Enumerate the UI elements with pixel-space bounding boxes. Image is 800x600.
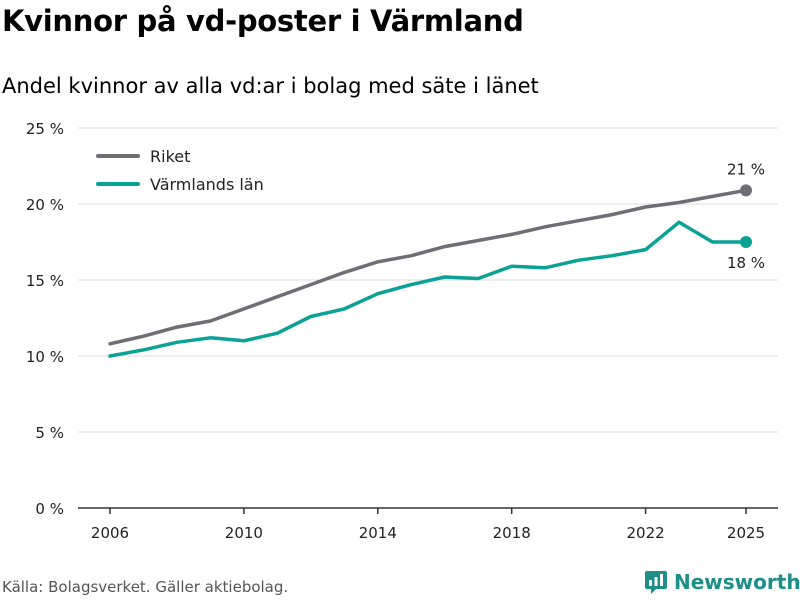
series-end-point-0 — [740, 184, 752, 197]
x-tick-label: 2018 — [493, 524, 531, 542]
series-line-0 — [108, 188, 748, 346]
x-tick-label: 2010 — [225, 524, 263, 542]
x-tick-label: 2025 — [727, 524, 765, 542]
legend: Riket Värmlands län — [96, 147, 264, 194]
end-labels: 21 % 18 % — [727, 160, 765, 272]
chart-subtitle: Andel kvinnor av alla vd:ar i bolag med … — [2, 74, 539, 98]
series-line-1 — [108, 220, 748, 358]
newsworthy-logo-icon — [645, 571, 667, 594]
line-chart: 0 %5 %10 %15 %20 %25 % 2006 2010 2014 2018 2… — [26, 120, 778, 542]
series-lines — [108, 184, 752, 358]
y-tick-label: 20 % — [26, 196, 64, 214]
x-tick-label: 2014 — [359, 524, 397, 542]
chart-title: Kvinnor på vd-poster i Värmland — [2, 4, 524, 38]
gridlines — [78, 127, 778, 509]
legend-label-0: Riket — [150, 147, 190, 166]
end-label-1: 18 % — [727, 254, 765, 272]
y-tick-label: 15 % — [26, 272, 64, 290]
source-note: Källa: Bolagsverket. Gäller aktiebolag. — [2, 578, 289, 596]
end-label-0: 21 % — [727, 160, 765, 178]
y-tick-label: 10 % — [26, 348, 64, 366]
x-tick-label: 2006 — [91, 524, 129, 542]
y-tick-label: 0 % — [35, 500, 64, 518]
legend-label-1: Värmlands län — [150, 175, 264, 194]
x-tick-label: 2022 — [626, 524, 664, 542]
y-axis-ticks: 0 % 5 % 10 % 15 % 20 % 25 % — [26, 120, 64, 518]
y-tick-label: 5 % — [35, 424, 64, 442]
brand-name: Newsworthy — [674, 570, 800, 594]
y-tick-label: 25 % — [26, 120, 64, 138]
x-axis-ticks: 2006 2010 2014 2018 2022 2025 — [91, 508, 765, 542]
brand: Newsworthy — [644, 570, 800, 594]
series-end-point-1 — [740, 236, 752, 248]
